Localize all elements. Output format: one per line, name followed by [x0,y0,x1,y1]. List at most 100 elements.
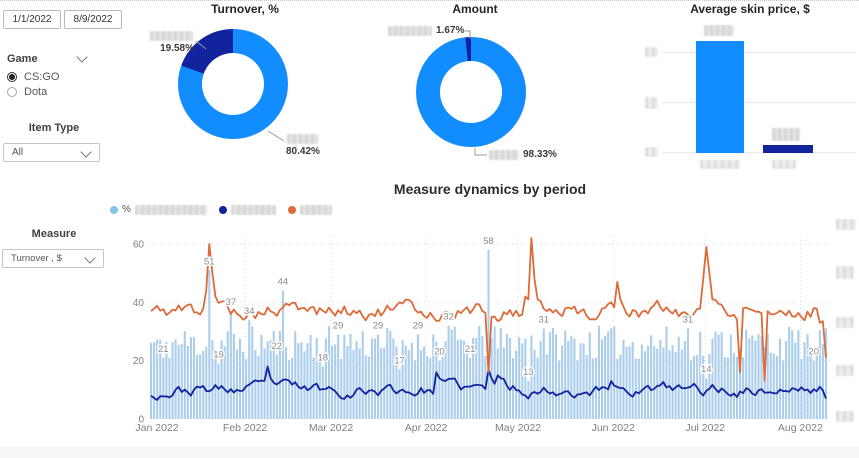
daily-bar[interactable] [699,331,702,419]
daily-bar[interactable] [570,336,573,419]
daily-bar[interactable] [404,345,407,419]
daily-bar[interactable] [416,334,419,419]
daily-bar[interactable] [242,351,245,419]
daily-bar[interactable] [156,339,159,419]
series-line[interactable] [150,237,827,383]
daily-bar[interactable] [327,326,331,419]
daily-bar[interactable] [211,340,214,419]
daily-bar[interactable] [401,340,404,419]
daily-bar[interactable] [515,350,518,419]
daily-bar[interactable] [637,358,640,419]
daily-bar[interactable] [794,342,797,419]
daily-bar[interactable] [588,332,591,419]
daily-bar[interactable] [303,351,306,419]
daily-bar[interactable] [217,363,220,419]
daily-bar[interactable] [769,352,772,419]
daily-bar[interactable] [284,347,288,419]
daily-bar[interactable] [432,334,435,419]
daily-bar[interactable] [177,344,180,419]
daily-bar[interactable] [677,336,680,419]
daily-bar[interactable] [499,328,502,419]
daily-bar[interactable] [465,343,469,419]
daily-bar[interactable] [803,342,806,419]
daily-bar[interactable] [398,369,401,419]
daily-bar[interactable] [573,338,576,419]
daily-bar[interactable] [564,330,567,419]
daily-bar[interactable] [288,359,291,419]
daily-bar[interactable] [594,357,597,419]
daily-bar[interactable] [453,327,456,419]
daily-bar[interactable] [705,378,708,419]
turnover-donut-chart[interactable] [178,29,288,139]
daily-bar[interactable] [410,342,413,419]
date-end-input[interactable]: 8/9/2022 [64,10,122,29]
daily-bar[interactable] [674,352,677,419]
daily-bar[interactable] [349,334,352,419]
daily-bar[interactable] [334,344,337,419]
daily-bar[interactable] [392,338,395,419]
legend-item-percent[interactable]: % [110,204,207,215]
daily-bar[interactable] [472,337,475,419]
daily-bar[interactable] [254,350,257,419]
daily-bar[interactable] [785,340,788,419]
daily-bar[interactable] [778,338,782,419]
daily-bar[interactable] [760,335,763,419]
daily-bar[interactable] [751,335,754,419]
daily-bar[interactable] [370,338,373,419]
daily-bar[interactable] [450,329,453,419]
daily-bar[interactable] [168,357,171,419]
daily-bar[interactable] [208,270,211,419]
daily-bar[interactable] [720,332,723,419]
daily-bar[interactable] [281,290,285,419]
daily-bar[interactable] [766,333,769,419]
daily-bar[interactable] [438,360,441,419]
daily-bar[interactable] [739,348,742,419]
daily-bar[interactable] [809,351,812,419]
daily-bar[interactable] [815,355,818,419]
daily-bar[interactable] [291,357,294,419]
daily-bar[interactable] [582,343,585,419]
daily-bar[interactable] [665,326,668,419]
daily-bar[interactable] [300,342,303,419]
daily-bar[interactable] [358,348,361,419]
daily-bar[interactable] [493,326,496,419]
daily-bar[interactable] [723,357,726,419]
daily-bar[interactable] [306,343,309,419]
daily-bar[interactable] [745,329,748,419]
daily-bar[interactable] [496,348,499,419]
daily-bar[interactable] [447,325,450,419]
daily-bar[interactable] [650,335,653,419]
legend-item-navy[interactable] [218,204,276,215]
daily-bar[interactable] [775,355,778,419]
daily-bar[interactable] [186,345,189,419]
daily-bar[interactable] [508,337,512,419]
daily-bar[interactable] [797,330,800,419]
daily-bar[interactable] [297,343,300,419]
daily-bar[interactable] [355,341,358,419]
date-start-input[interactable]: 1/1/2022 [3,10,61,29]
avg-price-bar-1[interactable] [696,41,744,153]
daily-bar[interactable] [591,358,594,419]
daily-bar[interactable] [656,348,659,419]
daily-bar[interactable] [524,338,527,419]
daily-bar[interactable] [628,346,631,419]
daily-bar[interactable] [530,335,533,419]
daily-bar[interactable] [202,351,205,419]
daily-bar[interactable] [226,331,229,419]
daily-bar[interactable] [383,347,386,419]
daily-bar[interactable] [647,346,650,419]
daily-bar[interactable] [536,357,539,419]
daily-bar[interactable] [223,346,226,419]
daily-bar[interactable] [462,340,466,419]
daily-bar[interactable] [331,345,334,419]
daily-bar[interactable] [386,327,389,419]
daily-bar[interactable] [235,349,238,419]
daily-bar[interactable] [567,340,570,419]
daily-bar[interactable] [377,334,380,419]
daily-bar[interactable] [717,334,720,419]
daily-bar[interactable] [781,360,785,419]
daily-bar[interactable] [275,354,278,419]
daily-bar[interactable] [539,341,542,419]
daily-bar[interactable] [726,357,729,419]
daily-bar[interactable] [545,354,548,419]
